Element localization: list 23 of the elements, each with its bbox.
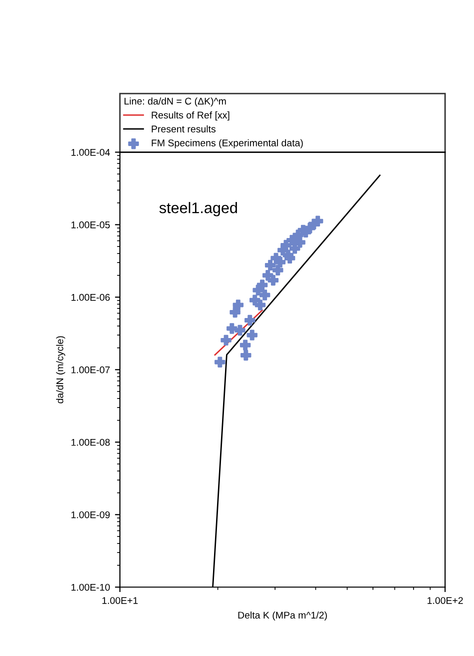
point: [268, 274, 279, 286]
y-tick-label: 1.00E-05: [71, 221, 110, 228]
y-tick-label: 1.00E-04: [71, 148, 110, 156]
x-tick-label: 1.00E+1: [102, 597, 138, 604]
point: [256, 280, 268, 290]
y-tick-label: 1.00E-07: [71, 366, 110, 374]
point: [240, 340, 251, 350]
x-tick-label: 1.00E+2: [428, 597, 463, 604]
y-tick-label: 1.00E-08: [71, 438, 110, 446]
legend-title: Line: da/dN = C (ΔK)^m: [124, 97, 226, 107]
y-tick-label: 1.00E-09: [71, 511, 110, 518]
point: [264, 260, 276, 271]
legend-label: Results of Ref [xx]: [152, 111, 230, 120]
x-axis-title: Delta K (MPa m^1/2): [238, 611, 327, 621]
point: [259, 290, 270, 300]
y-tick-label: 1.00E-06: [71, 294, 110, 301]
y-tick-label: 1.00E-10: [71, 584, 110, 591]
y-axis-title: da/dN (m/cycle): [56, 336, 66, 404]
legend-label: FM Specimens (Experimental data): [152, 139, 303, 148]
annotation: steel1.aged: [159, 202, 237, 216]
legend-label: Present results: [152, 125, 216, 132]
point: [274, 256, 286, 268]
point: [244, 314, 256, 326]
